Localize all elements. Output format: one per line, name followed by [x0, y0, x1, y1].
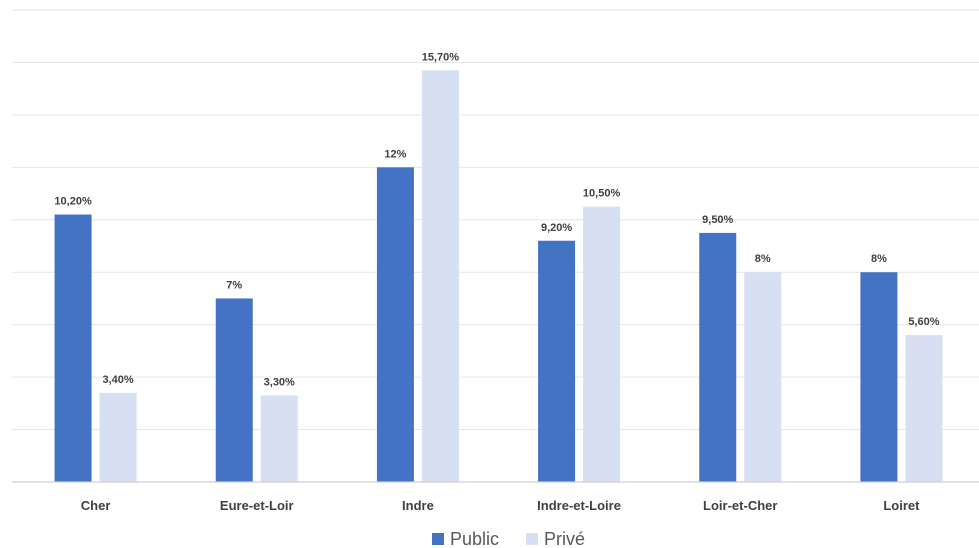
gridlines	[12, 9, 979, 431]
bar-prive-2	[421, 70, 459, 483]
bar-public-4	[699, 232, 737, 482]
data-label: 8%	[871, 253, 887, 265]
legend-swatch	[432, 533, 444, 545]
data-label: 10,50%	[583, 188, 621, 200]
bar-public-1	[215, 298, 253, 482]
x-tick-label: Cher	[81, 498, 111, 513]
bar-public-3	[538, 240, 576, 482]
data-label: 8%	[755, 253, 771, 265]
x-tick-label: Indre	[402, 498, 434, 513]
data-label: 7%	[226, 279, 242, 291]
bar-prive-0	[99, 392, 137, 482]
bar-public-5	[860, 272, 898, 482]
data-label: 15,70%	[422, 51, 460, 63]
data-label: 3,30%	[264, 376, 295, 388]
data-label: 5,60%	[908, 316, 939, 328]
bar-prive-3	[583, 206, 621, 482]
legend-label: Public	[450, 529, 499, 548]
data-label: 9,50%	[702, 214, 733, 226]
bar-prive-5	[905, 335, 943, 482]
bar-prive-4	[744, 272, 782, 482]
bar-public-0	[54, 214, 92, 483]
legend: Public Privé	[432, 529, 585, 548]
data-label: 9,20%	[541, 222, 572, 234]
data-label: 10,20%	[54, 196, 92, 208]
data-labels: 10,20% 3,40% 7% 3,30% 12% 15,70% 9,20% 10,50% 9,…	[54, 51, 939, 388]
x-tick-label: Indre-et-Loire	[537, 498, 621, 513]
data-label: 3,40%	[102, 374, 133, 386]
bar-prive-1	[260, 395, 298, 482]
x-tick-label: Eure-et-Loir	[220, 498, 294, 513]
legend-swatch	[526, 533, 538, 545]
x-axis-labels: Cher Eure-et-Loir Indre Indre-et-Loire Loir-…	[81, 498, 920, 513]
data-label: 12%	[384, 148, 406, 160]
x-tick-label: Loiret	[883, 498, 920, 513]
bar-public-2	[376, 167, 414, 483]
legend-label: Privé	[544, 529, 585, 548]
x-tick-label: Loir-et-Cher	[703, 498, 777, 513]
bars	[54, 70, 943, 483]
